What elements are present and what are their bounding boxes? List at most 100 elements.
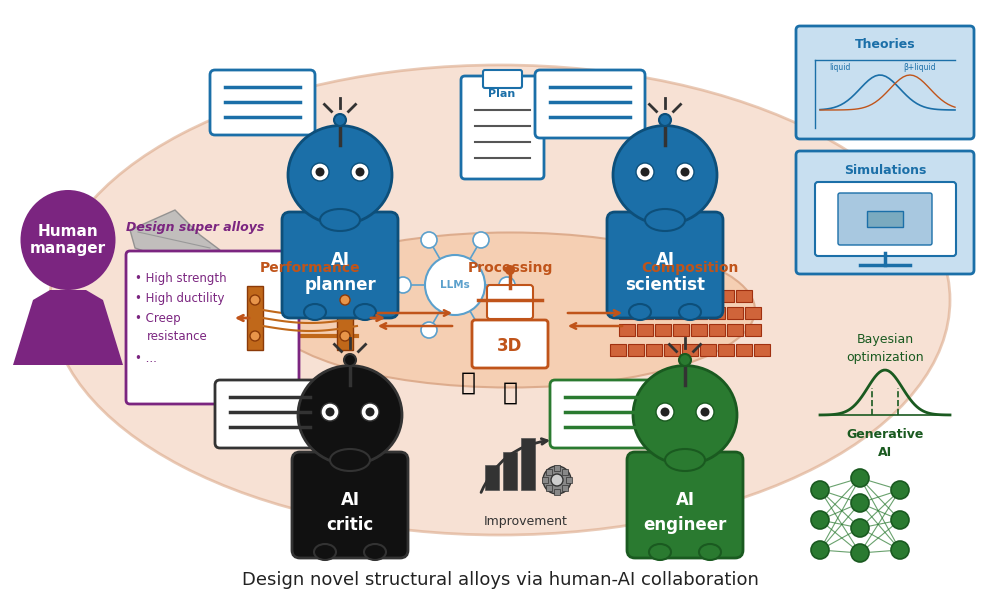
Text: Processing: Processing — [467, 261, 553, 275]
Bar — [337, 286, 353, 350]
Bar — [655, 307, 671, 319]
Bar — [546, 486, 552, 491]
Circle shape — [425, 255, 485, 315]
Bar — [554, 465, 560, 471]
Bar — [745, 324, 761, 336]
Circle shape — [811, 511, 829, 529]
Circle shape — [366, 408, 374, 416]
Circle shape — [656, 403, 674, 421]
Circle shape — [340, 331, 350, 341]
Text: AI: AI — [878, 446, 892, 459]
Ellipse shape — [288, 126, 392, 224]
FancyBboxPatch shape — [796, 151, 974, 274]
Circle shape — [660, 408, 670, 416]
Text: 3D: 3D — [497, 337, 523, 355]
Bar — [503, 452, 517, 490]
FancyBboxPatch shape — [126, 251, 299, 404]
Circle shape — [505, 265, 515, 275]
Circle shape — [361, 403, 379, 421]
Circle shape — [851, 519, 869, 537]
FancyBboxPatch shape — [210, 70, 315, 135]
Circle shape — [344, 354, 356, 366]
Bar — [619, 324, 635, 336]
Circle shape — [891, 481, 909, 499]
Ellipse shape — [665, 449, 705, 471]
Ellipse shape — [330, 449, 370, 471]
Circle shape — [351, 163, 369, 181]
Circle shape — [659, 114, 671, 126]
Ellipse shape — [699, 544, 721, 560]
Bar — [646, 290, 662, 302]
FancyBboxPatch shape — [487, 285, 533, 319]
Text: Generative: Generative — [846, 428, 924, 441]
FancyBboxPatch shape — [627, 452, 743, 558]
FancyBboxPatch shape — [461, 76, 544, 179]
Text: Theories: Theories — [855, 39, 915, 52]
Bar — [247, 286, 263, 350]
Ellipse shape — [304, 304, 326, 320]
Bar — [628, 344, 644, 356]
Ellipse shape — [364, 544, 386, 560]
Text: • High ductility: • High ductility — [135, 292, 224, 305]
Ellipse shape — [298, 365, 402, 465]
Bar — [542, 477, 548, 483]
Circle shape — [250, 295, 260, 305]
Circle shape — [473, 322, 489, 338]
Text: Bayesian: Bayesian — [856, 334, 914, 346]
Text: AI: AI — [330, 251, 350, 269]
Bar — [610, 344, 626, 356]
Text: resistance: resistance — [147, 330, 208, 343]
Circle shape — [891, 511, 909, 529]
Text: AI: AI — [676, 491, 694, 509]
Ellipse shape — [354, 304, 376, 320]
Bar — [655, 324, 671, 336]
FancyBboxPatch shape — [550, 380, 660, 448]
Circle shape — [851, 469, 869, 487]
Circle shape — [334, 114, 346, 126]
Bar — [691, 324, 707, 336]
Text: AI: AI — [656, 251, 674, 269]
FancyBboxPatch shape — [483, 70, 522, 88]
Circle shape — [811, 481, 829, 499]
Bar — [700, 344, 716, 356]
Circle shape — [321, 403, 339, 421]
Ellipse shape — [265, 233, 755, 387]
Ellipse shape — [50, 65, 950, 535]
Bar — [727, 324, 743, 336]
Bar — [664, 290, 680, 302]
Bar — [727, 307, 743, 319]
Circle shape — [636, 163, 654, 181]
Bar — [709, 324, 725, 336]
Text: engineer: engineer — [643, 516, 727, 534]
Bar — [673, 324, 689, 336]
Text: Improvement: Improvement — [484, 515, 568, 528]
FancyBboxPatch shape — [838, 193, 932, 245]
Bar — [718, 344, 734, 356]
FancyBboxPatch shape — [815, 182, 956, 256]
Ellipse shape — [633, 365, 737, 465]
Text: Plan: Plan — [488, 89, 516, 99]
Text: scientist: scientist — [625, 276, 705, 294]
Bar — [646, 344, 662, 356]
FancyBboxPatch shape — [535, 70, 645, 138]
Circle shape — [421, 322, 437, 338]
Text: LLMs: LLMs — [440, 280, 470, 290]
Bar — [485, 465, 499, 490]
Bar — [691, 307, 707, 319]
Text: • ...: • ... — [135, 352, 157, 365]
FancyBboxPatch shape — [607, 212, 723, 318]
Circle shape — [421, 232, 437, 248]
Text: Design super alloys: Design super alloys — [126, 221, 264, 234]
Bar — [546, 468, 552, 475]
Circle shape — [700, 408, 710, 416]
Ellipse shape — [645, 209, 685, 231]
Bar — [562, 468, 568, 475]
Circle shape — [499, 277, 515, 293]
Text: • High strength: • High strength — [135, 272, 227, 285]
Text: β+liquid: β+liquid — [904, 63, 936, 72]
Ellipse shape — [314, 544, 336, 560]
Polygon shape — [867, 211, 903, 227]
Circle shape — [356, 168, 364, 177]
Polygon shape — [130, 210, 220, 255]
Bar — [736, 344, 752, 356]
